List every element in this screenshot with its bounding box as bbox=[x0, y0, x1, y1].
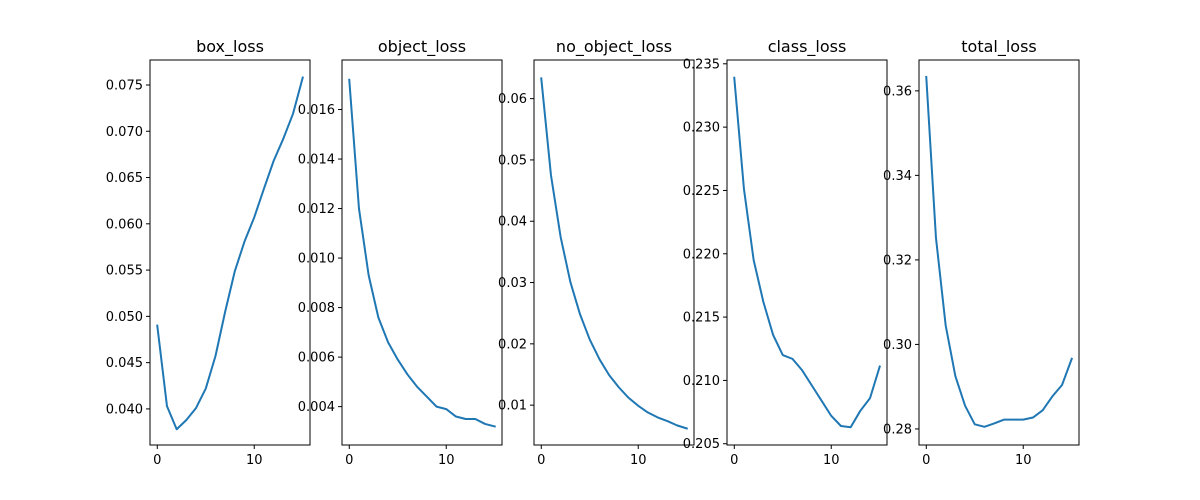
y-tick-label: 0.045 bbox=[106, 356, 143, 371]
y-tick-label: 0.30 bbox=[883, 338, 912, 353]
x-tick-label: 0 bbox=[345, 453, 353, 468]
x-tick-label: 0 bbox=[730, 453, 738, 468]
y-tick-label: 0.008 bbox=[298, 301, 335, 316]
y-tick-label: 0.014 bbox=[298, 153, 335, 168]
series-line bbox=[348, 78, 496, 428]
x-tick-label: 0 bbox=[537, 453, 545, 468]
y-tick-label: 0.34 bbox=[883, 169, 912, 184]
y-tick-label: 0.065 bbox=[106, 171, 143, 186]
subplot-total-loss: total_loss 0.28 0.30 0.32 0.34 0.36 0 10 bbox=[883, 37, 1080, 468]
y-tick-label: 0.28 bbox=[883, 422, 912, 437]
y-tick-label: 0.32 bbox=[883, 253, 912, 268]
y-tick-label: 0.04 bbox=[498, 215, 527, 230]
subplot-title: total_loss bbox=[961, 37, 1037, 57]
y-tick-label: 0.070 bbox=[106, 125, 143, 140]
series-line bbox=[925, 75, 1074, 428]
x-tick-label: 10 bbox=[438, 453, 455, 468]
y-tick-label: 0.05 bbox=[498, 153, 527, 168]
y-tick-label: 0.012 bbox=[298, 202, 335, 217]
y-tick-label: 0.215 bbox=[683, 311, 720, 326]
y-tick-label: 0.06 bbox=[498, 92, 527, 107]
x-tick-label: 10 bbox=[823, 453, 840, 468]
y-tick-label: 0.36 bbox=[883, 84, 912, 99]
x-tick-label: 0 bbox=[922, 453, 930, 468]
subplot-title: class_loss bbox=[768, 37, 847, 57]
subplot-box-loss: box_loss 0.040 0.045 0.050 0.055 0.060 0.065 0.… bbox=[106, 37, 311, 468]
y-tick-label: 0.050 bbox=[106, 310, 143, 325]
x-tick-label: 0 bbox=[153, 453, 161, 468]
subplot-grid: box_loss0.0400.0450.0500.0550.0600.0650.… bbox=[106, 37, 1080, 468]
series-line bbox=[733, 76, 881, 429]
y-tick-label: 0.235 bbox=[683, 57, 720, 72]
x-tick-label: 10 bbox=[246, 453, 263, 468]
axes-frame bbox=[918, 59, 1080, 446]
x-tick-label: 10 bbox=[630, 453, 647, 468]
y-tick-label: 0.205 bbox=[683, 437, 720, 452]
axes-frame bbox=[341, 59, 503, 446]
subplot-title: no_object_loss bbox=[556, 37, 672, 57]
y-tick-label: 0.230 bbox=[683, 121, 720, 136]
x-tick-label: 10 bbox=[1015, 453, 1032, 468]
subplot-title: box_loss bbox=[196, 37, 264, 57]
y-tick-label: 0.010 bbox=[298, 252, 335, 267]
subplot-no-object-loss: no_object_loss 0.01 0.02 0.03 0.04 0.05 0.06 0 1… bbox=[498, 37, 695, 468]
y-tick-label: 0.225 bbox=[683, 184, 720, 199]
y-tick-label: 0.004 bbox=[298, 400, 335, 415]
axes-frame bbox=[533, 59, 695, 446]
subplot-class-loss: class_loss 0.205 0.210 0.215 0.220 0.225 0.230… bbox=[683, 37, 888, 468]
y-tick-label: 0.02 bbox=[498, 337, 527, 352]
y-tick-label: 0.075 bbox=[106, 78, 143, 93]
axes-frame bbox=[149, 59, 311, 446]
y-tick-label: 0.220 bbox=[683, 247, 720, 262]
y-tick-label: 0.055 bbox=[106, 264, 143, 279]
y-tick-label: 0.060 bbox=[106, 217, 143, 232]
y-tick-label: 0.006 bbox=[298, 351, 335, 366]
y-tick-label: 0.01 bbox=[498, 399, 527, 414]
subplot-title: object_loss bbox=[378, 37, 466, 57]
y-tick-label: 0.03 bbox=[498, 276, 527, 291]
series-line bbox=[540, 77, 688, 430]
y-tick-label: 0.016 bbox=[298, 103, 335, 118]
series-line bbox=[156, 76, 304, 431]
axes-frame bbox=[726, 59, 888, 446]
subplot-object-loss: object_loss 0.004 0.006 0.008 0.010 0.012 0.01… bbox=[298, 37, 503, 468]
y-tick-label: 0.040 bbox=[106, 402, 143, 417]
y-tick-label: 0.210 bbox=[683, 374, 720, 389]
